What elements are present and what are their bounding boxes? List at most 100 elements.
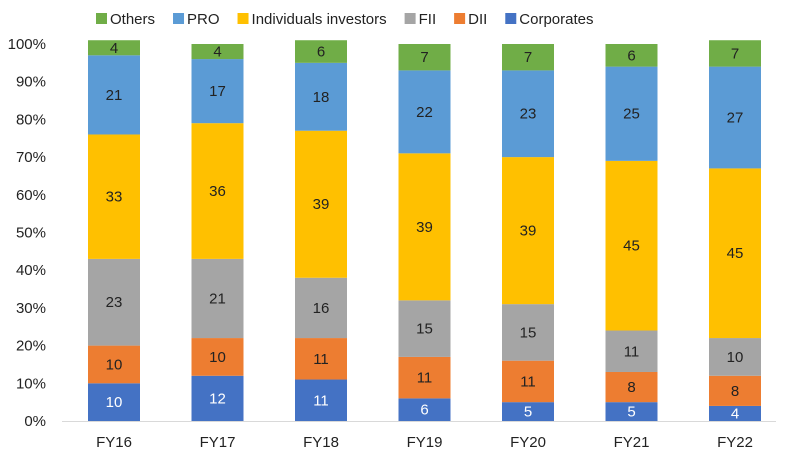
bar-segment-pro xyxy=(605,66,658,161)
bar-segment-others xyxy=(502,44,554,71)
data-label: 18 xyxy=(313,89,330,106)
data-label: 6 xyxy=(420,402,428,419)
data-labels: 10 10 23 33 21 4 12 10 21 36 17 4 11 11 16 39 18 6 6 11 15 39… xyxy=(106,40,744,423)
y-tick-label: 30% xyxy=(16,300,46,317)
y-tick-label: 10% xyxy=(16,375,46,392)
data-label: 15 xyxy=(520,324,537,341)
data-label: 7 xyxy=(731,45,739,62)
data-label: 21 xyxy=(209,290,226,307)
y-tick-label: 70% xyxy=(16,149,46,166)
legend-swatch xyxy=(404,13,416,24)
bar-segment-pro xyxy=(295,62,347,131)
bar-segment-others xyxy=(605,44,658,67)
chart-legend: Others PRO Individuals investors FII DII Corp… xyxy=(96,11,593,28)
x-tick-label: FY18 xyxy=(303,434,339,451)
x-tick-label: FY16 xyxy=(96,434,132,451)
bar-segment-others xyxy=(191,44,244,60)
bar-segment-corporates xyxy=(191,375,244,421)
bar-segment-dii xyxy=(502,360,554,403)
data-label: 22 xyxy=(416,104,433,121)
data-label: 7 xyxy=(420,49,428,66)
bar-segment-fii xyxy=(88,258,140,346)
x-tick-label: FY22 xyxy=(717,434,753,451)
data-label: 27 xyxy=(727,110,744,127)
legend-label: FII xyxy=(419,11,437,28)
data-label: 45 xyxy=(727,245,744,262)
bar-segment-fii xyxy=(709,338,761,376)
bar-segment-dii xyxy=(605,371,658,403)
y-tick-label: 60% xyxy=(16,187,46,204)
data-label: 6 xyxy=(317,44,325,61)
bar-segment-individuals-investors xyxy=(191,123,244,259)
bar-segment-fii xyxy=(398,300,451,357)
bar-segment-fii xyxy=(191,258,244,339)
data-label: 6 xyxy=(627,47,635,64)
bar-segment-pro xyxy=(398,70,451,154)
y-tick-label: 90% xyxy=(16,74,46,91)
data-label: 39 xyxy=(520,223,537,240)
legend-item-others: Others xyxy=(96,11,155,28)
data-label: 36 xyxy=(209,183,226,200)
x-tick-label: FY17 xyxy=(200,434,236,451)
bar-segment-corporates xyxy=(295,379,347,421)
legend-swatch xyxy=(173,13,185,24)
data-label: 39 xyxy=(416,219,433,236)
bar-segment-individuals-investors xyxy=(398,153,451,301)
data-label: 11 xyxy=(624,343,640,360)
bar-segment-pro xyxy=(502,70,554,158)
bars xyxy=(88,40,761,421)
bar-segment-fii xyxy=(502,304,554,361)
bar-segment-corporates xyxy=(398,398,451,421)
legend-label: PRO xyxy=(187,11,220,28)
x-tick-label: FY21 xyxy=(614,434,650,451)
legend-label: Corporates xyxy=(519,11,593,28)
y-tick-label: 40% xyxy=(16,262,46,279)
bar-segment-dii xyxy=(295,338,347,380)
data-label: 4 xyxy=(731,405,739,422)
data-label: 11 xyxy=(313,351,329,368)
bar-segment-pro xyxy=(191,59,244,124)
data-label: 23 xyxy=(520,106,537,123)
data-label: 33 xyxy=(106,189,123,206)
legend-label: Individuals investors xyxy=(252,11,387,28)
legend-swatch xyxy=(96,13,107,24)
bar-segment-others xyxy=(398,44,451,71)
bar-segment-fii xyxy=(605,330,658,372)
x-tick-label: FY19 xyxy=(407,434,443,451)
bar-segment-individuals-investors xyxy=(295,130,347,278)
bar-segment-pro xyxy=(709,66,761,169)
legend-item-individuals-investors: Individuals investors xyxy=(237,11,387,28)
data-label: 8 xyxy=(731,383,739,400)
data-label: 4 xyxy=(110,40,118,57)
bar-segment-corporates xyxy=(605,402,658,421)
data-label: 21 xyxy=(106,87,123,104)
data-label: 17 xyxy=(209,83,226,100)
bar-segment-pro xyxy=(88,55,140,135)
legend-swatch xyxy=(454,13,466,24)
data-label: 10 xyxy=(106,356,123,373)
bar-segment-individuals-investors xyxy=(709,168,761,339)
x-tick-label: FY20 xyxy=(510,434,546,451)
data-label: 16 xyxy=(313,300,330,317)
bar-segment-others xyxy=(295,40,347,63)
bar-segment-corporates xyxy=(502,402,554,421)
legend-swatch xyxy=(237,13,249,24)
legend-label: Others xyxy=(110,11,155,28)
y-tick-label: 50% xyxy=(16,225,46,242)
data-label: 8 xyxy=(627,379,635,396)
bar-segment-fii xyxy=(295,277,347,339)
bar-segment-dii xyxy=(398,356,451,399)
data-label: 10 xyxy=(209,349,226,366)
data-label: 4 xyxy=(213,44,221,61)
bar-segment-dii xyxy=(191,338,244,376)
y-tick-label: 80% xyxy=(16,111,46,128)
data-label: 10 xyxy=(727,349,744,366)
bar-segment-dii xyxy=(709,375,761,406)
legend-item-dii: DII xyxy=(454,11,487,28)
data-label: 7 xyxy=(524,49,532,66)
bar-segment-individuals-investors xyxy=(88,134,140,259)
legend-item-fii: FII xyxy=(404,11,437,28)
data-label: 11 xyxy=(520,373,536,390)
bar-segment-others xyxy=(709,40,761,67)
